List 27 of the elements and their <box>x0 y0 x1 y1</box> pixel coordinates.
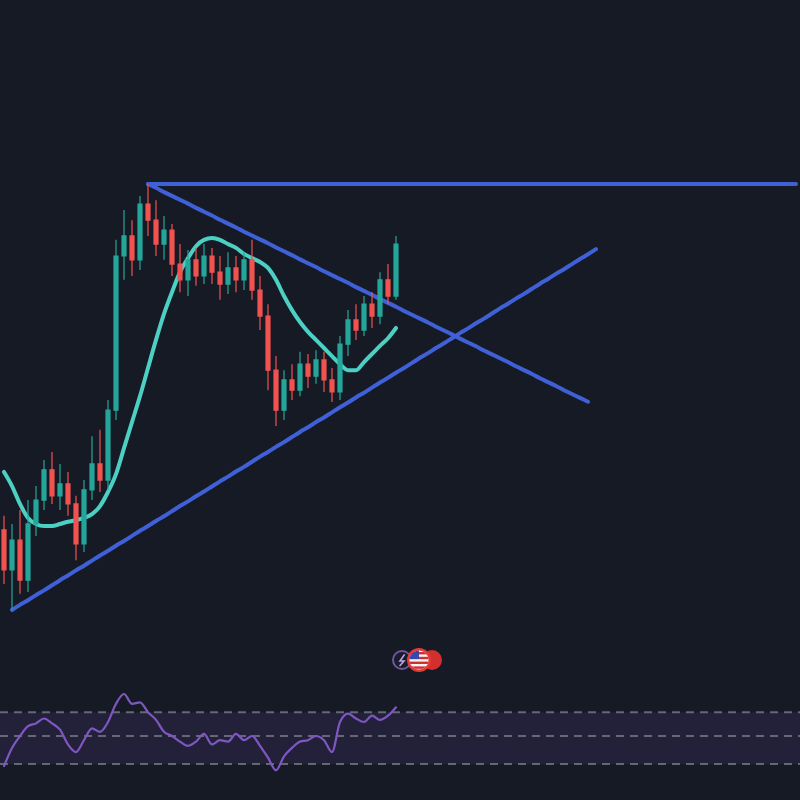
candlestick <box>185 249 191 297</box>
candlestick <box>201 243 207 285</box>
candlestick <box>137 195 143 271</box>
candlestick <box>369 291 375 329</box>
candlestick <box>289 363 295 401</box>
candlestick <box>129 219 135 277</box>
candlestick <box>233 255 239 293</box>
candlestick <box>49 451 55 505</box>
candlestick <box>9 523 15 611</box>
candlestick <box>1 515 7 585</box>
candlestick <box>297 351 303 397</box>
candlestick <box>193 247 199 287</box>
candlestick <box>361 295 367 337</box>
candlestick <box>281 369 287 421</box>
candlestick <box>313 349 319 385</box>
candlestick <box>97 429 103 493</box>
candlestick <box>57 463 63 511</box>
candlestick <box>225 251 231 295</box>
candlestick <box>161 215 167 261</box>
candlestick <box>377 271 383 325</box>
candlestick <box>217 255 223 301</box>
candlestick <box>241 251 247 291</box>
candlestick <box>353 303 359 341</box>
candlestick <box>385 263 391 305</box>
candlestick <box>305 353 311 389</box>
candlestick <box>17 509 23 595</box>
candlestick <box>393 235 399 301</box>
